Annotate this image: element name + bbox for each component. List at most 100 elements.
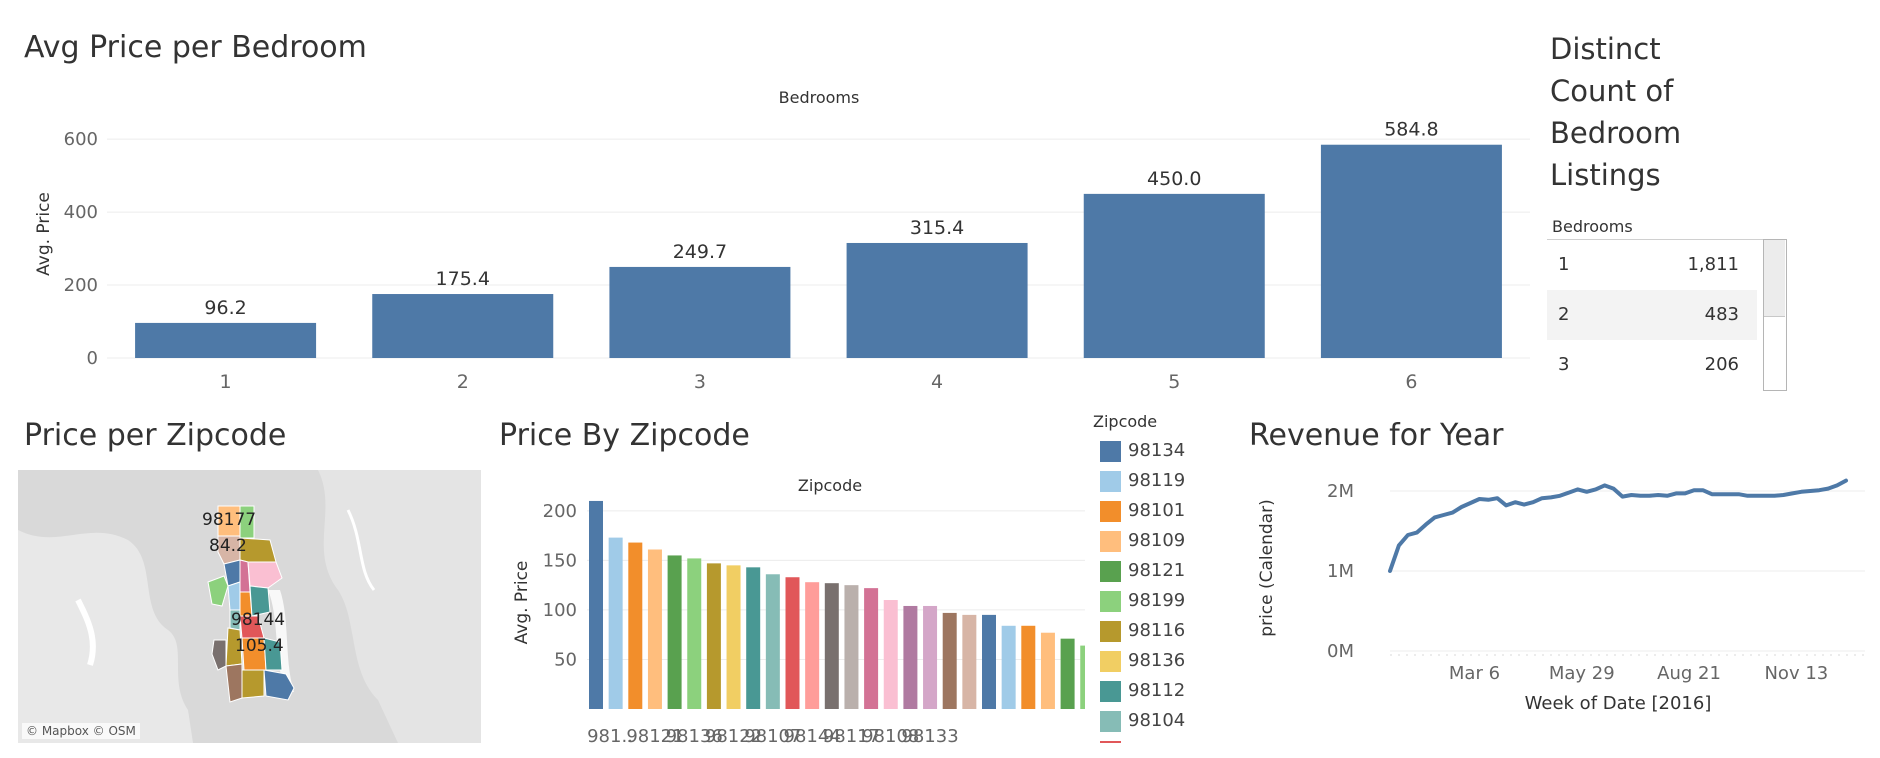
legend-label: 98104 <box>1128 710 1186 731</box>
table-row[interactable]: 1 1,811 <box>1547 240 1757 290</box>
map-label-value: 84.2 <box>209 536 247 556</box>
y-tick-label: 200 <box>64 275 98 296</box>
bar <box>135 322 317 358</box>
bar <box>1080 645 1085 709</box>
x-tick-label: May 29 <box>1549 663 1615 684</box>
legend-label: 98134 <box>1128 440 1186 461</box>
legend-swatch <box>1100 441 1121 462</box>
legend-item[interactable]: 98104 <box>1097 707 1197 737</box>
bar <box>608 537 623 709</box>
table-row[interactable]: 2 483 <box>1547 290 1757 340</box>
bar <box>785 577 800 709</box>
y-tick-label: 600 <box>64 129 98 150</box>
bar <box>982 614 996 709</box>
x-tick-label: 6 <box>1405 371 1417 393</box>
bar <box>706 563 721 709</box>
legend-item[interactable]: 98101 <box>1097 497 1197 527</box>
legend-swatch <box>1100 651 1121 672</box>
legend-item[interactable]: 98119 <box>1097 467 1197 497</box>
revenue-line <box>1388 478 1848 573</box>
legend-label: 98119 <box>1128 470 1186 491</box>
price-per-zipcode-title: Price per Zipcode <box>24 418 287 453</box>
y-tick-label: 200 <box>543 501 577 522</box>
revenue-for-year-title: Revenue for Year <box>1249 418 1504 453</box>
bar <box>903 605 918 709</box>
legend-item[interactable] <box>1097 737 1197 743</box>
map-graphic <box>18 470 481 743</box>
legend-item[interactable]: 98199 <box>1097 587 1197 617</box>
x-tick-label: Mar 6 <box>1449 663 1500 684</box>
legend-label: 98136 <box>1128 650 1186 671</box>
legend-item[interactable]: 98112 <box>1097 677 1197 707</box>
bar <box>844 585 859 709</box>
legend-swatch <box>1100 681 1121 702</box>
x-tick-label: 2 <box>457 371 469 393</box>
bar-data-label: 249.7 <box>673 241 727 263</box>
bar <box>846 242 1028 358</box>
bar <box>589 500 603 709</box>
bar-data-label: 315.4 <box>910 217 964 239</box>
legend-label: 98109 <box>1128 530 1186 551</box>
bar <box>746 567 761 709</box>
bedroom-listings-table: 1 1,811 2 483 3 206 <box>1547 240 1777 390</box>
x-tick-label: 98136 <box>666 726 723 747</box>
bar <box>726 565 741 709</box>
bar <box>609 266 791 358</box>
y-tick-label: 1M <box>1327 561 1354 582</box>
bar <box>647 549 662 709</box>
bedroom-cell: 2 <box>1558 304 1570 325</box>
legend-item[interactable]: 98134 <box>1097 437 1197 467</box>
bar <box>667 555 682 709</box>
bar <box>1320 144 1502 358</box>
legend-label: 98121 <box>1128 560 1186 581</box>
x-tick-label: Nov 13 <box>1764 663 1828 684</box>
x-tick-label: 1 <box>220 371 232 393</box>
legend-swatch <box>1100 531 1121 552</box>
bar-data-label: 175.4 <box>436 268 490 290</box>
bar <box>372 294 554 358</box>
legend-item[interactable]: 98109 <box>1097 527 1197 557</box>
x-axis-label: Week of Date [2016] <box>1525 693 1712 714</box>
legend-label: 98116 <box>1128 620 1186 641</box>
legend-item[interactable]: 98136 <box>1097 647 1197 677</box>
legend-swatch <box>1100 501 1121 522</box>
table-header-divider <box>1547 239 1765 240</box>
bar <box>687 558 702 709</box>
x-tick-label: 98107 <box>744 726 801 747</box>
legend-label: 98101 <box>1128 500 1186 521</box>
bedrooms-table-header: Bedrooms <box>1552 217 1633 236</box>
bar-data-label: 584.8 <box>1384 119 1438 141</box>
bar <box>1001 625 1016 709</box>
y-axis-label: price (Calendar) <box>1257 499 1277 636</box>
y-axis-label: Avg. Price <box>512 561 532 645</box>
legend-item[interactable]: 98116 <box>1097 617 1197 647</box>
legend-item[interactable]: 98121 <box>1097 557 1197 587</box>
legend-swatch <box>1100 471 1121 492</box>
bar <box>1060 638 1075 709</box>
bar <box>942 612 957 709</box>
bar <box>864 588 879 709</box>
bar <box>1083 193 1265 358</box>
count-cell: 483 <box>1704 304 1739 325</box>
legend-label: 98112 <box>1128 680 1186 701</box>
y-tick-label: 2M <box>1327 481 1354 502</box>
table-row[interactable]: 3 206 <box>1547 340 1757 390</box>
revenue-line-chart: 0M 1M 2M price (Calendar) Mar 6 May 29 Aug 21 N… <box>1257 478 1865 714</box>
legend-title: Zipcode <box>1093 412 1158 431</box>
legend-swatch <box>1100 711 1121 732</box>
x-tick-label: 98133 <box>901 726 958 747</box>
zipcode-map[interactable]: 98177 84.2 98144 105.4 © Mapbox © OSM <box>18 470 481 743</box>
x-tick-label: 5 <box>1168 371 1180 393</box>
x-tick-label: 98108 <box>862 726 919 747</box>
x-tick-label: 98122 <box>705 726 762 747</box>
distinct-count-title: Distinct Count of Bedroom Listings <box>1550 32 1682 192</box>
y-tick-label: 50 <box>554 649 577 670</box>
y-tick-label: 150 <box>543 550 577 571</box>
bar <box>805 582 820 709</box>
count-cell: 206 <box>1704 354 1739 375</box>
legend-swatch <box>1100 621 1121 642</box>
legend-swatch <box>1100 741 1121 743</box>
scrollbar-thumb[interactable] <box>1764 240 1785 317</box>
map-label-zip: 98177 <box>202 510 257 530</box>
x-tick-label: 98117 <box>823 726 880 747</box>
